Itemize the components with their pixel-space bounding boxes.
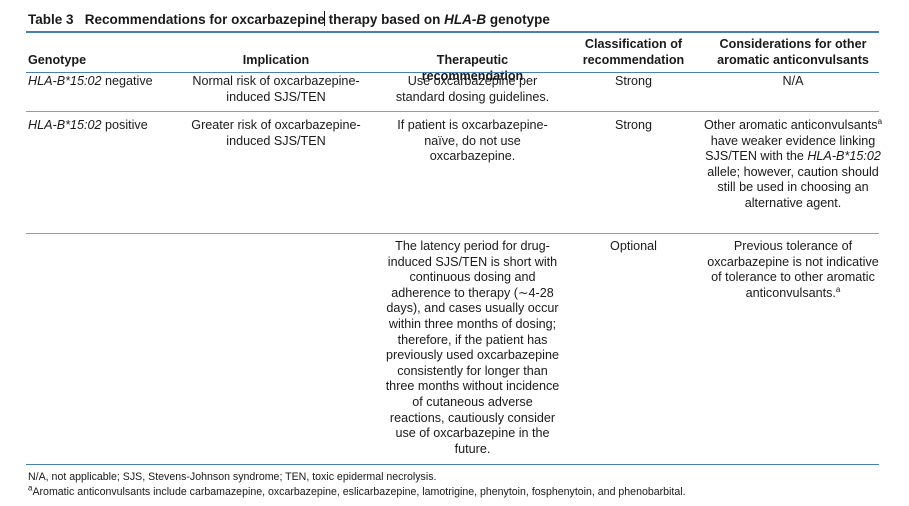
table-bottom-rule [26, 464, 879, 465]
table-top-rule [26, 31, 879, 33]
title-gene: HLA-B [444, 12, 487, 27]
row3-therapeutic: The latency period for drug-induced SJS/… [385, 239, 560, 456]
row1-therapeutic: Use oxcarbazepine per standard dosing gu… [395, 74, 550, 104]
row3-considerations-sup: a [835, 284, 841, 294]
title-text-after: genotype [486, 12, 550, 27]
row1-considerations: N/A [782, 74, 804, 88]
row2-considerations-allele: HLA-B*15:02 [807, 149, 881, 164]
footnote-aromatic-text: Aromatic anticonvulsants include carbama… [32, 486, 686, 498]
row2-considerations-sup: a [877, 116, 883, 126]
row2-considerations-part1: Other aromatic anticonvulsants [703, 118, 878, 132]
row1-implication: Normal risk of oxcarbazepine-induced SJS… [192, 74, 360, 104]
row1-genotype-allele: HLA-B*15:02 [28, 74, 102, 88]
header-rule [26, 72, 879, 73]
row1-classification: Strong [614, 74, 653, 88]
table-title: Table 3 Recommendations for oxcarbazepin… [28, 11, 550, 27]
table-label: Table 3 [28, 12, 74, 27]
row2-considerations-part3: allele; however, caution should still be… [707, 164, 879, 210]
header-classification: Classification of recommendation [582, 37, 685, 67]
row1-genotype-status: negative [101, 74, 153, 88]
row2-implication: Greater risk of oxcarbazepine-induced SJ… [191, 118, 361, 148]
row2-genotype-status: positive [101, 118, 148, 132]
title-text-middle: therapy based on [324, 12, 445, 27]
row2-genotype: HLA-B*15:02 positive [28, 118, 178, 134]
title-text-before: Recommendations for oxcarbazepine [84, 12, 325, 27]
footnote-marker: a [28, 483, 33, 493]
header-genotype: Genotype [28, 53, 87, 67]
row2-genotype-allele: HLA-B*15:02 [28, 118, 102, 132]
row1-rule [26, 111, 879, 112]
text-cursor [323, 11, 325, 26]
header-implication: Implication [242, 53, 310, 67]
row3-considerations-text: Previous tolerance of oxcarbazepine is n… [707, 239, 879, 300]
row2-rule [26, 233, 879, 234]
row2-classification: Strong [614, 118, 653, 132]
row2-considerations: Other aromatic anticonvulsantsa have wea… [701, 116, 885, 212]
row2-considerations-part2: have weaker evidence linking SJS/TEN wit… [705, 133, 876, 164]
footnote-abbreviations: N/A, not applicable; SJS, Stevens-Johnso… [28, 471, 437, 483]
header-considerations: Considerations for other aromatic antico… [717, 37, 869, 67]
row2-therapeutic: If patient is oxcarbazepine-naïve, do no… [397, 118, 548, 164]
footnote-aromatic: aAromatic anticonvulsants include carbam… [28, 483, 686, 499]
row3-considerations: Previous tolerance of oxcarbazepine is n… [701, 239, 885, 301]
row3-classification: Optional [610, 239, 657, 253]
row1-genotype: HLA-B*15:02 negative [28, 74, 178, 90]
